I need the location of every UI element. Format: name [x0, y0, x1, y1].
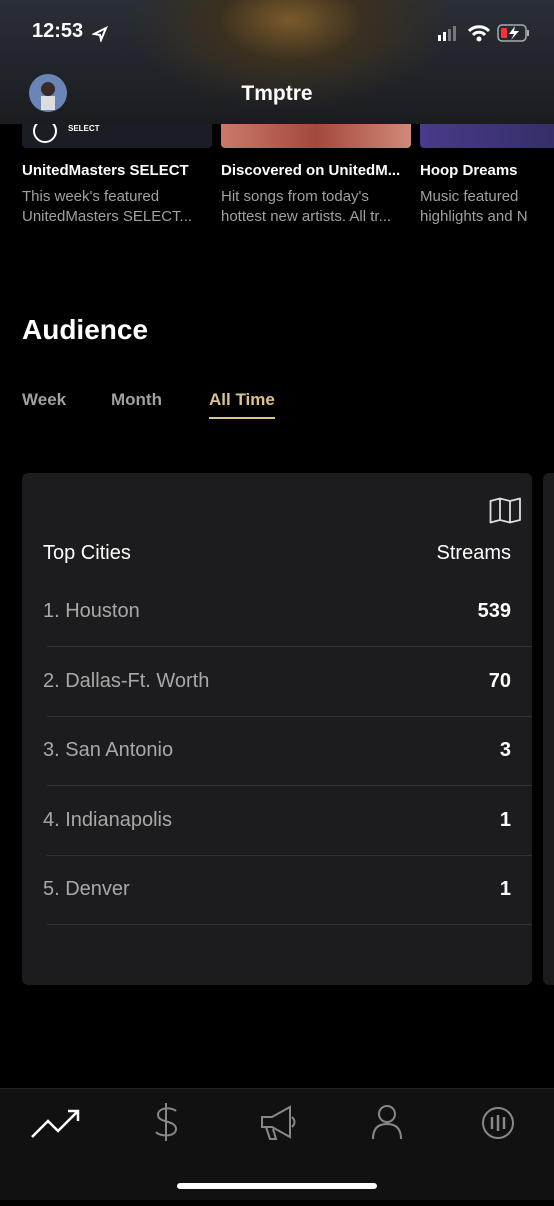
cities-panel	[22, 473, 532, 985]
tab[interactable]: Month	[111, 390, 162, 409]
stream-count: 1	[499, 808, 511, 831]
city-name: 5. Denver	[43, 878, 130, 900]
tab[interactable]: Week	[22, 390, 67, 409]
city-name: 3. San Antonio	[43, 739, 174, 761]
playlist-card[interactable]: Hoop Dreams Music featured highlights and…	[420, 124, 554, 244]
header-title: Tmptre	[241, 82, 313, 105]
status-icons	[438, 24, 529, 42]
playlist-image	[221, 124, 411, 148]
status-time: 12:53	[32, 20, 84, 42]
section-title: Audience	[22, 314, 149, 345]
stream-count: 1	[499, 878, 511, 900]
playlist-desc: UnitedMasters SELECT...	[22, 208, 193, 225]
playlist-card[interactable]: Discovered on UnitedM... Hit songs from …	[221, 124, 411, 244]
column-header: Top Cities	[43, 542, 131, 564]
next-panel	[543, 473, 554, 985]
row-separator	[47, 785, 532, 786]
tab-bar	[0, 1088, 554, 1200]
playlist-desc: highlights and N	[420, 208, 528, 225]
row-separator	[47, 924, 532, 925]
row-separator	[47, 646, 532, 647]
tab-icons	[31, 1103, 514, 1189]
top-bar: 12:53 Tmptre	[0, 0, 554, 124]
playlist-desc: Hit songs from today's	[221, 188, 369, 205]
playlist-desc: This week's featured	[22, 188, 160, 205]
playlist-desc: hottest new artists. All tr...	[221, 208, 392, 225]
playlist-image: SELECT	[22, 124, 212, 148]
stream-count: 3	[499, 739, 511, 761]
stream-count: 539	[477, 600, 511, 622]
playlist-card[interactable]: SELECT UnitedMasters SELECT This week's …	[22, 124, 212, 244]
playlist-desc: Music featured	[420, 188, 519, 205]
avatar[interactable]	[29, 74, 67, 112]
column-header: Streams	[436, 542, 511, 564]
city-name: 4. Indianapolis	[43, 808, 172, 831]
playlist-title: UnitedMasters SELECT	[22, 162, 189, 179]
city-name: 1. Houston	[43, 600, 140, 622]
stream-count: 70	[488, 669, 511, 692]
playlist-title: Discovered on UnitedM...	[221, 162, 401, 179]
row-separator	[47, 715, 532, 717]
playlist-image	[420, 124, 554, 148]
playlist-badge: SELECT	[68, 124, 100, 133]
tab[interactable]: All Time	[209, 390, 275, 419]
row-separator	[47, 854, 532, 856]
map-icon[interactable]	[489, 497, 522, 524]
playlist-title: Hoop Dreams	[420, 162, 518, 179]
location-icon	[92, 26, 108, 42]
city-name: 2. Dallas-Ft. Worth	[43, 669, 210, 692]
